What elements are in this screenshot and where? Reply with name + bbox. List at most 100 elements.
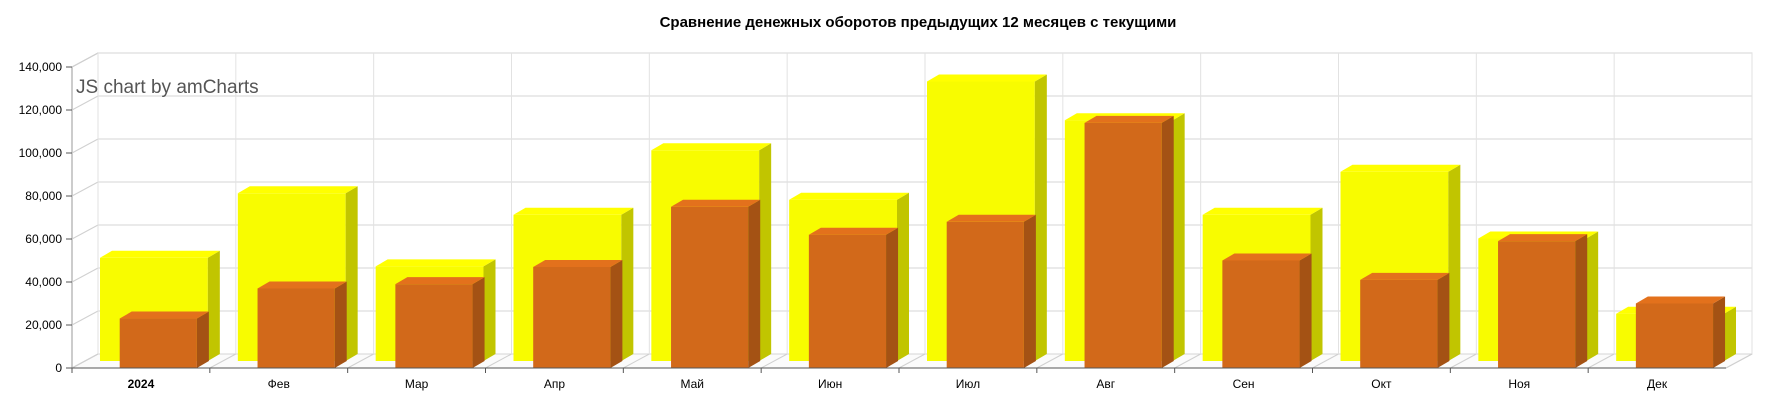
bar-current-3-side bbox=[610, 259, 623, 368]
bar-current-0 bbox=[119, 311, 209, 368]
floor-line bbox=[1036, 353, 1064, 369]
x-tick-label: Май bbox=[680, 377, 704, 391]
floor-line bbox=[898, 353, 926, 369]
grid-side-line bbox=[71, 224, 99, 240]
floor-line bbox=[1174, 353, 1201, 369]
bar-previous-5-top bbox=[789, 192, 909, 200]
bar-previous-0-side bbox=[207, 250, 220, 361]
bar-previous-5-side bbox=[897, 192, 909, 361]
floor-line bbox=[760, 353, 788, 369]
y-tick-label: 120,000 bbox=[19, 103, 63, 117]
bars-group bbox=[100, 74, 1736, 369]
x-tick-label: Апр bbox=[544, 377, 566, 391]
bar-current-2 bbox=[395, 277, 485, 368]
bar-current-4-front bbox=[671, 206, 749, 368]
bar-previous-3-side bbox=[621, 207, 634, 361]
bar-current-10-front bbox=[1498, 241, 1576, 368]
bar-previous-10-side bbox=[1586, 231, 1599, 361]
bar-previous-6-side bbox=[1034, 74, 1047, 361]
bar-current-1 bbox=[257, 281, 347, 368]
bar-current-2-top bbox=[395, 277, 485, 285]
y-tick-label: 60,000 bbox=[25, 232, 62, 246]
bar-current-0-front bbox=[119, 318, 197, 368]
floor-line bbox=[1312, 353, 1339, 369]
y-tick-label: 0 bbox=[55, 361, 62, 375]
bar-current-5-front bbox=[808, 234, 887, 368]
grid-side-line bbox=[71, 95, 99, 111]
bar-current-4-top bbox=[671, 199, 761, 207]
floor-line bbox=[1725, 353, 1753, 369]
bar-current-0-side bbox=[196, 311, 209, 368]
floor-line bbox=[347, 353, 374, 369]
bar-previous-11-side bbox=[1724, 306, 1736, 361]
x-tick-label: Сен bbox=[1233, 377, 1255, 391]
bar-current-5-side bbox=[886, 227, 899, 368]
bar-previous-2-top bbox=[375, 259, 496, 267]
floor-line bbox=[623, 353, 650, 369]
bar-current-3 bbox=[533, 259, 623, 368]
chart-credit[interactable]: JS chart by amCharts bbox=[76, 77, 259, 98]
bar-current-1-side bbox=[334, 281, 347, 368]
grid-side-line bbox=[71, 267, 99, 283]
bar-current-6-top bbox=[946, 214, 1036, 222]
bar-previous-8-side bbox=[1310, 207, 1323, 361]
y-tick-label: 80,000 bbox=[25, 189, 62, 203]
bar-current-10-top bbox=[1498, 234, 1588, 242]
bar-previous-1-side bbox=[345, 186, 358, 361]
bar-previous-9-top bbox=[1340, 164, 1461, 172]
bar-current-9-top bbox=[1360, 272, 1450, 280]
grid-side-line bbox=[71, 52, 99, 68]
bar-current-8 bbox=[1222, 253, 1312, 368]
bar-current-7-front bbox=[1084, 122, 1162, 369]
bar-current-5 bbox=[808, 227, 899, 368]
bar-current-0-top bbox=[119, 311, 209, 319]
x-tick-label: Авг bbox=[1096, 377, 1115, 391]
bar-previous-2-side bbox=[483, 259, 496, 361]
floor-line bbox=[485, 353, 512, 369]
y-tick-label: 40,000 bbox=[25, 275, 62, 289]
bar-current-8-side bbox=[1299, 253, 1312, 368]
x-tick-label: Июн bbox=[818, 377, 842, 391]
chart-grid bbox=[71, 52, 1753, 369]
x-axis: 2024 Фев Мар Апр Май Июн Июл Авг Сен Окт Ноя Дек bbox=[71, 367, 1726, 391]
bar-current-11-top bbox=[1635, 296, 1726, 304]
y-axis: 0 20,000 40,000 60,000 80,000 100,000 120,000 1… bbox=[19, 60, 72, 375]
bar-current-11-side bbox=[1713, 296, 1726, 368]
bar-current-11 bbox=[1635, 296, 1726, 368]
bar-previous-9-side bbox=[1448, 164, 1461, 361]
floor-line bbox=[1450, 353, 1477, 369]
bar-current-6 bbox=[946, 214, 1036, 368]
bar-current-8-front bbox=[1222, 260, 1300, 368]
bar-current-5-top bbox=[808, 227, 899, 235]
bar-current-1-top bbox=[257, 281, 347, 289]
y-tick-label: 20,000 bbox=[25, 318, 62, 332]
bar-current-10-side bbox=[1575, 234, 1588, 368]
bar-current-9-side bbox=[1437, 272, 1450, 368]
bar-current-3-front bbox=[533, 266, 611, 368]
x-tick-label: 2024 bbox=[128, 377, 155, 391]
bar-previous-3-top bbox=[513, 207, 634, 215]
bar-current-2-side bbox=[472, 277, 485, 368]
bar-current-9 bbox=[1360, 272, 1450, 368]
bar-current-10 bbox=[1498, 234, 1588, 368]
x-tick-label: Мар bbox=[405, 377, 429, 391]
x-tick-label: Июл bbox=[956, 377, 980, 391]
bar-current-7 bbox=[1084, 115, 1174, 369]
bar-previous-8-top bbox=[1202, 207, 1323, 215]
bar-current-9-front bbox=[1360, 279, 1438, 368]
bar-current-4-side bbox=[748, 199, 761, 368]
floor-line bbox=[1587, 353, 1615, 369]
x-tick-label: Ноя bbox=[1508, 377, 1530, 391]
bar-current-1-front bbox=[257, 288, 335, 368]
bar-previous-6-top bbox=[927, 74, 1047, 82]
bar-previous-0-top bbox=[100, 250, 220, 258]
bar-current-3-top bbox=[533, 259, 623, 267]
x-tick-label: Окт bbox=[1371, 377, 1392, 391]
bar-previous-9 bbox=[1340, 164, 1461, 361]
bar-current-8-top bbox=[1222, 253, 1312, 261]
grid-side-line bbox=[71, 181, 99, 197]
x-tick-label: Дек bbox=[1647, 377, 1668, 391]
x-tick-label: Фев bbox=[268, 377, 290, 391]
floor-line bbox=[209, 353, 237, 369]
